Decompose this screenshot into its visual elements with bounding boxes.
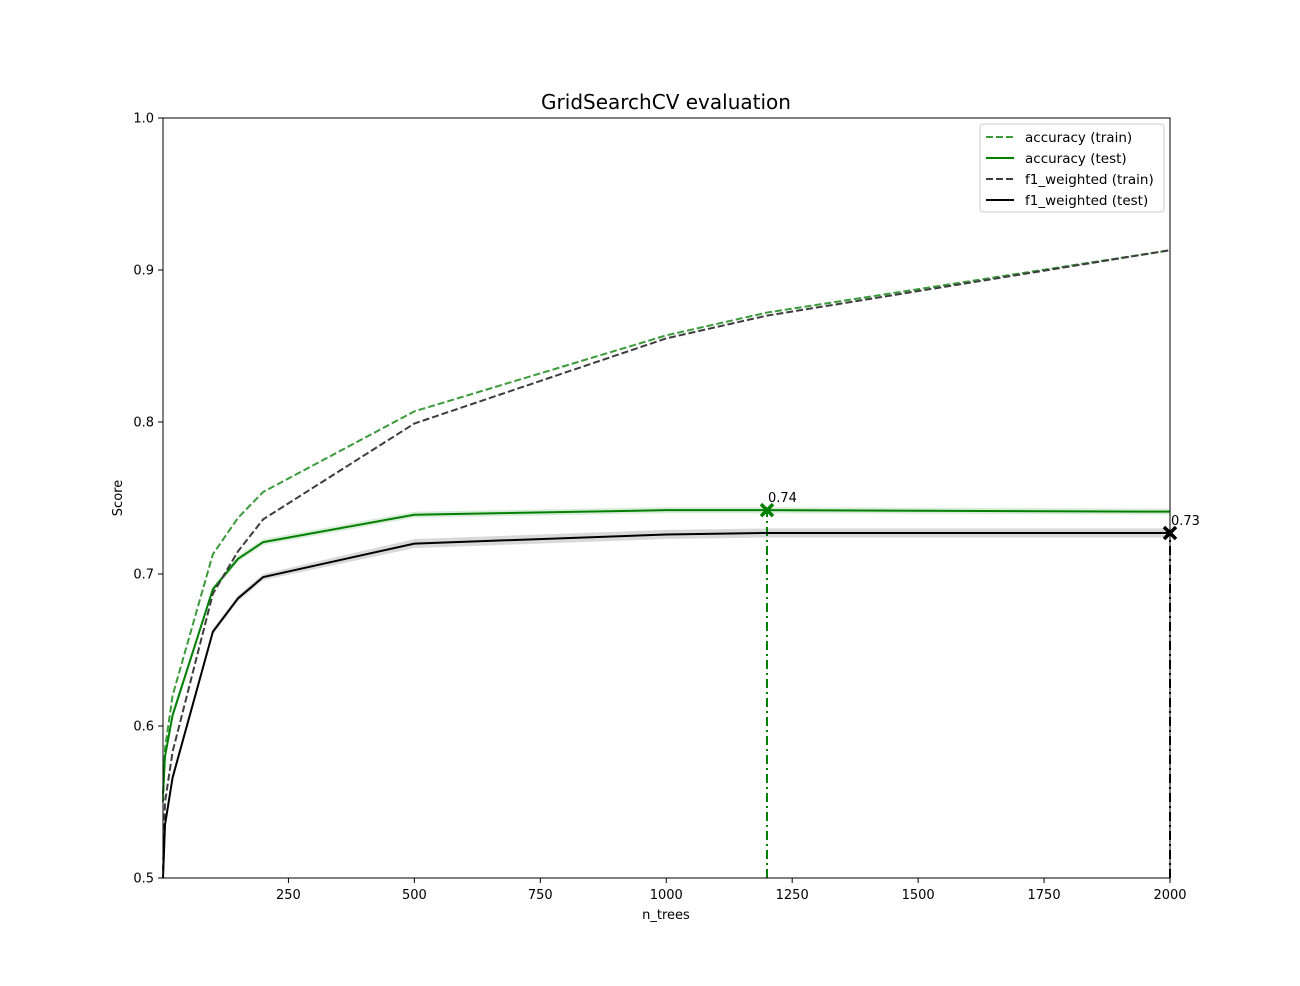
line-f1-weighted-test (162, 531, 1170, 879)
best-marker-accuracy-test (759, 502, 775, 518)
x-tick-label: 250 (276, 888, 301, 903)
x-tick-label: 1750 (1028, 888, 1061, 903)
x-tick-label: 1250 (776, 888, 809, 903)
series-lines (162, 249, 1171, 879)
legend: accuracy (train) accuracy (test) f1_weight… (979, 123, 1165, 213)
legend-box (979, 123, 1165, 213)
chart-title: GridSearchCV evaluation (541, 90, 791, 114)
y-tick-label: 1.0 (133, 112, 154, 127)
y-axis-label: Score (111, 480, 126, 516)
line-f1-weighted-train (162, 249, 1171, 871)
best-score-label: 0.73 (1171, 514, 1200, 529)
legend-label: f1_weighted (test) (1025, 193, 1148, 209)
line-accuracy-test (162, 509, 1171, 795)
y-tick-label: 0.7 (133, 568, 154, 583)
y-tick-label: 0.9 (133, 264, 154, 279)
x-tick-label: 1000 (650, 888, 683, 903)
x-axis-label: n_trees (642, 908, 690, 923)
y-tick-label: 0.6 (133, 720, 154, 735)
best-score-label: 0.74 (768, 491, 797, 506)
legend-label: accuracy (test) (1025, 151, 1127, 167)
y-tick-label: 0.5 (133, 872, 154, 887)
band-accuracy-test (163, 507, 1170, 799)
best-droplines (765, 510, 1171, 878)
x-tick-label: 1500 (902, 888, 935, 903)
plot-frame (162, 117, 1171, 879)
x-tick-label: 750 (528, 888, 553, 903)
band-f1-weighted-test (163, 528, 1170, 883)
x-tick-label: 500 (402, 888, 427, 903)
x-axis-ticks: 250 500 750 1000 1250 1500 1750 2000 (276, 878, 1187, 903)
std-bands (163, 507, 1170, 883)
y-tick-label: 0.8 (133, 416, 154, 431)
legend-label: accuracy (train) (1025, 130, 1132, 146)
line-accuracy-train (162, 249, 1171, 803)
x-tick-label: 2000 (1153, 888, 1186, 903)
legend-label: f1_weighted (train) (1025, 172, 1154, 188)
best-markers: 0.74 0.73 (759, 491, 1200, 541)
y-axis-ticks: 0.5 0.6 0.7 0.8 0.9 1.0 (133, 112, 163, 887)
